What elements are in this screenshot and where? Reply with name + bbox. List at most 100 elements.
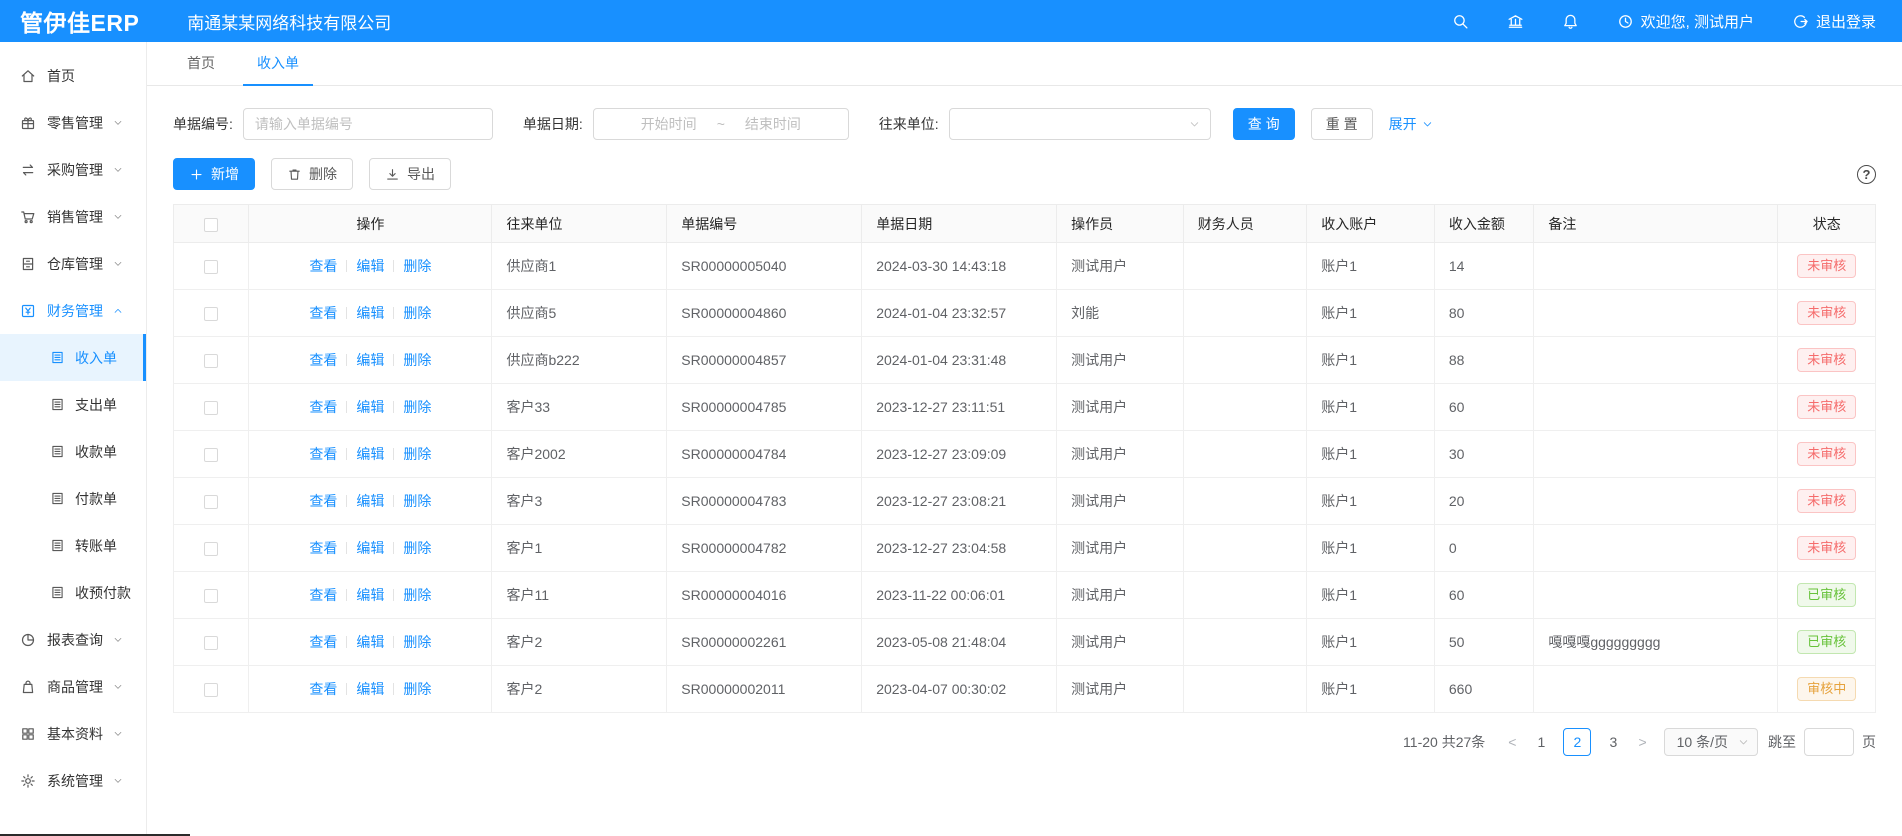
edit-link[interactable]: 编辑 — [356, 352, 385, 368]
edit-link[interactable]: 编辑 — [356, 446, 385, 462]
page-button-1[interactable]: 1 — [1537, 734, 1546, 750]
edit-link[interactable]: 编辑 — [356, 493, 385, 509]
tab-income[interactable]: 收入单 — [243, 42, 313, 86]
sidebar-item-goods[interactable]: 商品管理 — [0, 663, 146, 710]
next-page-button[interactable]: > — [1638, 734, 1647, 750]
edit-link[interactable]: 编辑 — [356, 681, 385, 697]
status-badge: 已审核 — [1797, 582, 1857, 608]
sidebar-item-finance[interactable]: 财务管理 — [0, 287, 146, 334]
delete-link[interactable]: 删除 — [403, 305, 432, 321]
jump-page-input[interactable] — [1804, 728, 1854, 756]
partner-cell: 客户2 — [491, 618, 668, 666]
row-checkbox[interactable] — [204, 260, 219, 275]
row-checkbox[interactable] — [204, 307, 219, 322]
delete-link[interactable]: 删除 — [403, 540, 432, 556]
view-link[interactable]: 查看 — [309, 446, 338, 462]
view-link[interactable]: 查看 — [309, 634, 338, 650]
view-link[interactable]: 查看 — [309, 258, 338, 274]
row-actions: 查看 编辑 删除 — [248, 383, 493, 431]
add-button[interactable]: 新增 — [173, 158, 255, 190]
search-button[interactable]: 查 询 — [1232, 108, 1295, 140]
row-checkbox[interactable] — [204, 401, 219, 416]
income-page: 单据编号: 单据日期: 开始时间 ~ 结束时间 往来单位: 查 询 重 置 展开 — [147, 86, 1902, 836]
edit-link[interactable]: 编辑 — [356, 305, 385, 321]
sidebar-subitem-transfer[interactable]: 转账单 — [0, 522, 146, 569]
delete-link[interactable]: 删除 — [403, 258, 432, 274]
row-checkbox[interactable] — [204, 636, 219, 651]
sidebar-item-home[interactable]: 首页 — [0, 52, 146, 99]
sidebar-item-purchase[interactable]: 采购管理 — [0, 146, 146, 193]
delete-button[interactable]: 删除 — [271, 158, 353, 190]
view-link[interactable]: 查看 — [309, 681, 338, 697]
bill-no-cell: SR00000004784 — [666, 430, 863, 478]
view-link[interactable]: 查看 — [309, 399, 338, 415]
partner-label: 往来单位: — [878, 116, 939, 132]
main-content: 首页 收入单 单据编号: 单据日期: 开始时间 ~ 结束时间 往来单位: 查 询 … — [147, 42, 1902, 836]
edit-link[interactable]: 编辑 — [356, 587, 385, 603]
delete-link[interactable]: 删除 — [403, 681, 432, 697]
expand-link[interactable]: 展开 — [1389, 114, 1433, 134]
row-checkbox[interactable] — [204, 683, 219, 698]
welcome-user[interactable]: 欢迎您, 测试用户 — [1617, 11, 1754, 32]
export-icon — [385, 167, 400, 182]
bank-icon[interactable] — [1507, 13, 1524, 30]
view-link[interactable]: 查看 — [309, 493, 338, 509]
delete-link[interactable]: 删除 — [403, 493, 432, 509]
search-icon[interactable] — [1452, 13, 1469, 30]
partner-select[interactable] — [948, 108, 1211, 140]
sidebar-item-retail[interactable]: 零售管理 — [0, 99, 146, 146]
doc-icon — [50, 538, 65, 553]
edit-link[interactable]: 编辑 — [356, 258, 385, 274]
bill-no-input[interactable] — [242, 108, 493, 140]
help-icon[interactable]: ? — [1857, 164, 1876, 184]
row-checkbox[interactable] — [204, 448, 219, 463]
view-link[interactable]: 查看 — [309, 305, 338, 321]
edit-link[interactable]: 编辑 — [356, 634, 385, 650]
delete-link[interactable]: 删除 — [403, 446, 432, 462]
logout-button[interactable]: 退出登录 — [1792, 11, 1876, 32]
tab-home[interactable]: 首页 — [187, 55, 215, 71]
remark-cell — [1533, 383, 1779, 431]
select-all-checkbox[interactable] — [204, 217, 219, 232]
row-checkbox[interactable] — [204, 354, 219, 369]
reset-button[interactable]: 重 置 — [1310, 108, 1373, 140]
prev-page-button[interactable]: < — [1508, 734, 1517, 750]
table-row: 查看 编辑 删除 客户1 SR00000004782 2023-12-27 23:04:5… — [172, 524, 1876, 572]
report-icon — [20, 632, 36, 648]
sidebar-item-basic[interactable]: 基本资料 — [0, 710, 146, 757]
edit-link[interactable]: 编辑 — [356, 540, 385, 556]
sidebar-subitem-expense[interactable]: 支出单 — [0, 381, 146, 428]
date-range-picker[interactable]: 开始时间 ~ 结束时间 — [592, 108, 849, 140]
sidebar-subitem-prepay[interactable]: 收预付款 — [0, 569, 146, 616]
sidebar-subitem-income[interactable]: 收入单 — [0, 334, 146, 381]
view-link[interactable]: 查看 — [309, 540, 338, 556]
delete-link[interactable]: 删除 — [403, 587, 432, 603]
sidebar-subitem-receipt[interactable]: 收款单 — [0, 428, 146, 475]
sidebar-item-warehouse[interactable]: 仓库管理 — [0, 240, 146, 287]
row-checkbox[interactable] — [204, 589, 219, 604]
bell-icon[interactable] — [1562, 13, 1579, 30]
operator-cell: 刘能 — [1056, 289, 1184, 337]
delete-link[interactable]: 删除 — [403, 634, 432, 650]
sidebar-item-system[interactable]: 系统管理 — [0, 757, 146, 804]
page-size-select[interactable]: 10 条/页 — [1663, 728, 1758, 756]
sidebar-subitem-payment[interactable]: 付款单 — [0, 475, 146, 522]
row-checkbox[interactable] — [204, 495, 219, 510]
amount-cell: 20 — [1433, 477, 1535, 525]
edit-link[interactable]: 编辑 — [356, 399, 385, 415]
sidebar-item-report[interactable]: 报表查询 — [0, 616, 146, 663]
row-checkbox[interactable] — [204, 542, 219, 557]
page-button-2[interactable]: 2 — [1563, 728, 1592, 756]
view-link[interactable]: 查看 — [309, 352, 338, 368]
sidebar-item-sales[interactable]: 销售管理 — [0, 193, 146, 240]
amount-cell: 80 — [1433, 289, 1535, 337]
goods-icon — [20, 679, 36, 695]
topbar: 管伊佳ERP 南通某某网络科技有限公司 欢迎您, 测试用户 退出登录 — [0, 0, 1902, 42]
view-link[interactable]: 查看 — [309, 587, 338, 603]
delete-link[interactable]: 删除 — [403, 352, 432, 368]
export-button[interactable]: 导出 — [369, 158, 451, 190]
page-button-3[interactable]: 3 — [1609, 734, 1618, 750]
row-actions: 查看 编辑 删除 — [248, 336, 493, 384]
delete-link[interactable]: 删除 — [403, 399, 432, 415]
action-divider — [346, 354, 348, 366]
